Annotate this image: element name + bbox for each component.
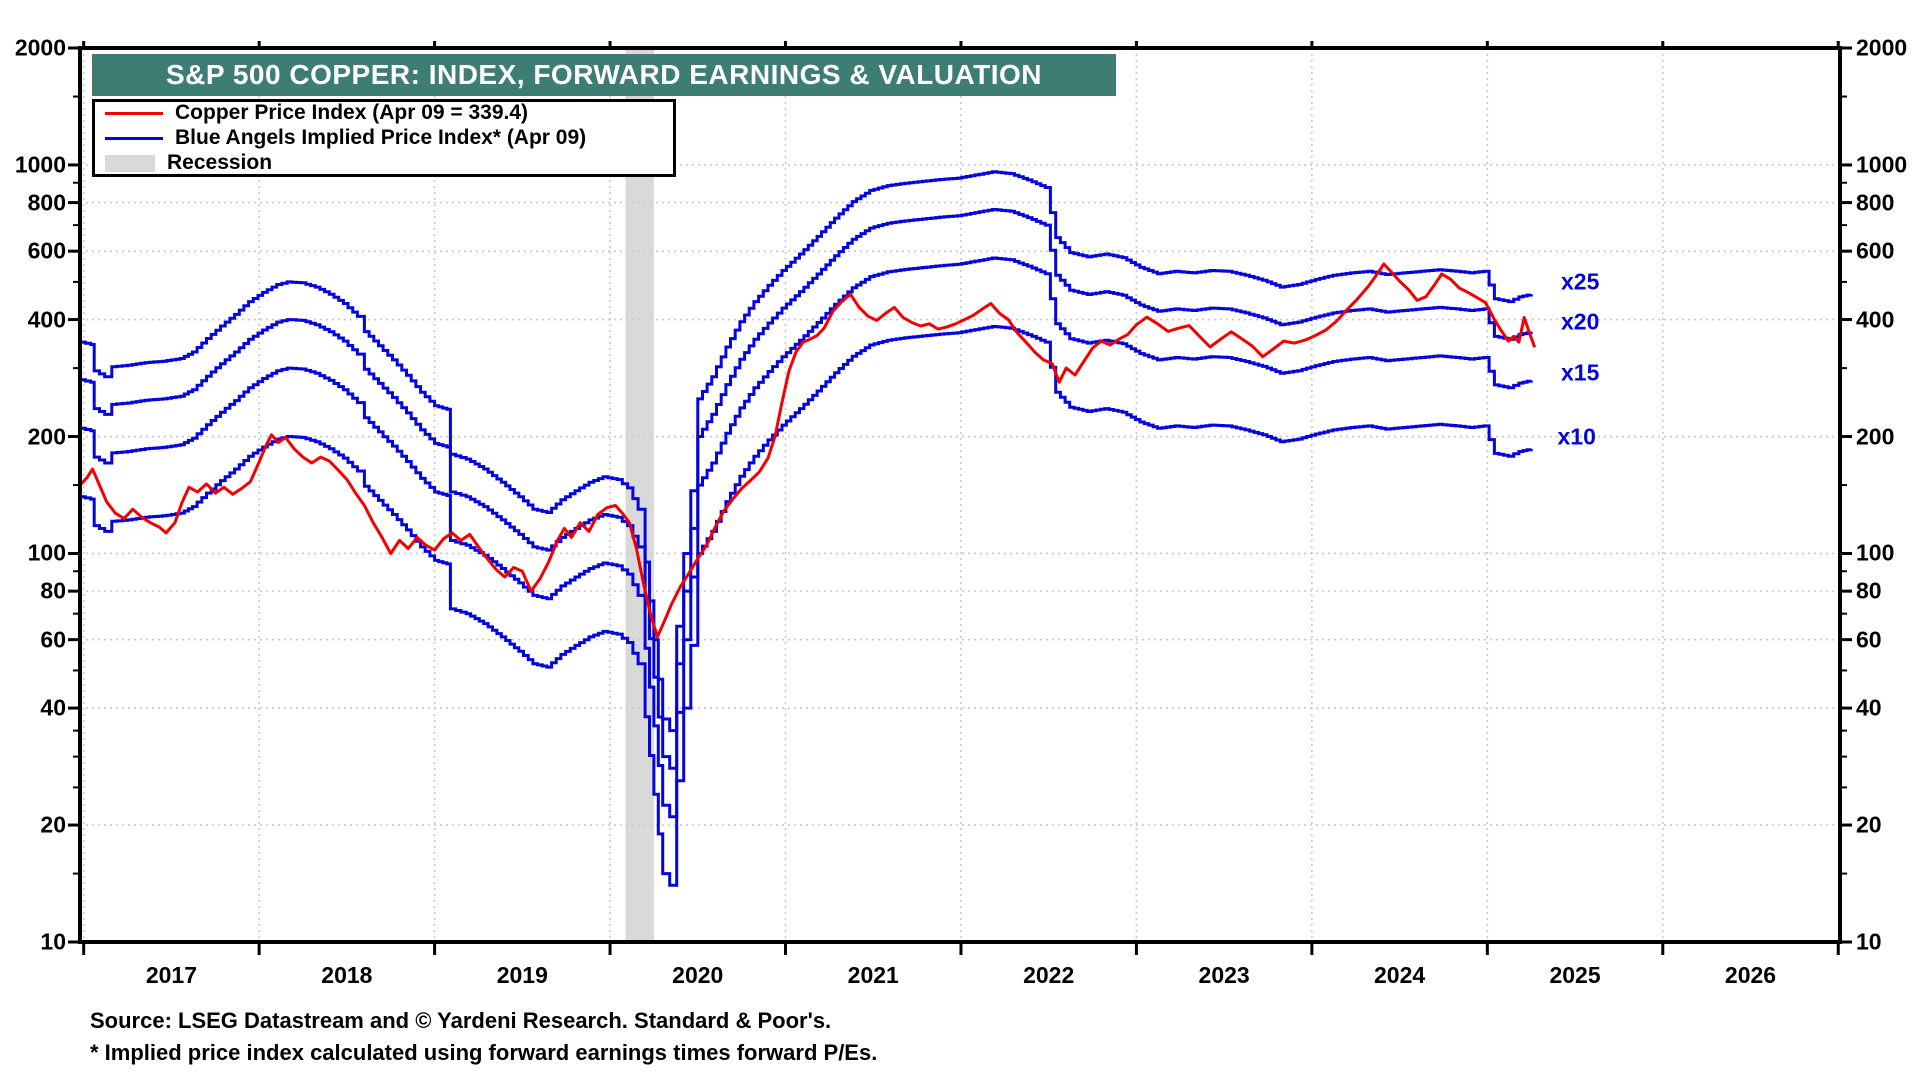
y-tick-label-right: 10 bbox=[1856, 928, 1882, 955]
y-tick-label-right: 40 bbox=[1856, 694, 1882, 721]
y-tick-label-right: 2000 bbox=[1856, 34, 1908, 61]
plot-frame bbox=[78, 46, 1842, 944]
y-tick-label-right: 60 bbox=[1856, 626, 1882, 653]
x-tick-label-2026: 2026 bbox=[1724, 962, 1777, 988]
pe-multiple-label-x15: x15 bbox=[1561, 359, 1600, 386]
y-tick-label-left: 1000 bbox=[14, 151, 66, 178]
pe-multiple-label-x20: x20 bbox=[1561, 308, 1600, 335]
y-tick-label-left: 400 bbox=[27, 306, 66, 333]
legend: Copper Price Index (Apr 09 = 339.4) Blue… bbox=[92, 99, 676, 177]
x-tick-label-2021: 2021 bbox=[847, 962, 899, 988]
recession-band bbox=[625, 48, 654, 942]
y-tick-label-right: 80 bbox=[1856, 577, 1882, 604]
legend-row-copper: Copper Price Index (Apr 09 = 339.4) bbox=[105, 101, 673, 125]
blue-angels-line-swatch bbox=[105, 136, 163, 140]
title-banner: S&P 500 COPPER: INDEX, FORWARD EARNINGS … bbox=[92, 54, 1116, 96]
legend-row-blue-angels: Blue Angels Implied Price Index* (Apr 09… bbox=[105, 126, 673, 150]
legend-recession-label: Recession bbox=[167, 151, 273, 174]
y-tick-label-left: 2000 bbox=[14, 34, 66, 61]
y-tick-label-right: 1000 bbox=[1856, 151, 1908, 178]
y-tick-label-left: 80 bbox=[40, 577, 66, 604]
pe-multiple-label-x25: x25 bbox=[1561, 268, 1600, 295]
legend-blue-angels-label: Blue Angels Implied Price Index* (Apr 09… bbox=[175, 126, 587, 149]
y-tick-label-right: 200 bbox=[1856, 423, 1895, 450]
y-tick-label-left: 20 bbox=[40, 811, 66, 838]
y-tick-label-right: 400 bbox=[1856, 306, 1895, 333]
y-tick-label-right: 100 bbox=[1856, 539, 1895, 566]
blue-angels-line-x25 bbox=[80, 170, 1533, 733]
source-text: Source: LSEG Datastream and © Yardeni Re… bbox=[90, 1008, 832, 1033]
x-tick-label-2017: 2017 bbox=[145, 962, 197, 988]
chart-title: S&P 500 COPPER: INDEX, FORWARD EARNINGS … bbox=[166, 59, 1042, 90]
blue-angels-line-x15 bbox=[80, 256, 1533, 819]
y-tick-label-left: 60 bbox=[40, 626, 66, 653]
blue-angels-line-x20 bbox=[80, 208, 1533, 770]
x-tick-label-2018: 2018 bbox=[321, 962, 373, 988]
blue-angels-line-x10 bbox=[80, 325, 1533, 887]
y-tick-label-left: 600 bbox=[27, 237, 66, 264]
y-tick-label-right: 20 bbox=[1856, 811, 1882, 838]
y-tick-label-left: 10 bbox=[40, 928, 66, 955]
y-tick-label-right: 600 bbox=[1856, 237, 1895, 264]
pe-multiple-label-x10: x10 bbox=[1557, 423, 1596, 450]
recession-swatch bbox=[105, 154, 155, 172]
legend-copper-label: Copper Price Index (Apr 09 = 339.4) bbox=[175, 101, 529, 124]
y-tick-label-left: 800 bbox=[27, 189, 66, 216]
y-tick-label-left: 200 bbox=[27, 423, 66, 450]
y-tick-label-right: 800 bbox=[1856, 189, 1895, 216]
legend-row-recession: Recession bbox=[105, 151, 673, 175]
x-tick-label-2024: 2024 bbox=[1374, 962, 1426, 988]
x-tick-label-2020: 2020 bbox=[672, 962, 724, 988]
copper-line-swatch bbox=[105, 111, 163, 115]
copper-price-line bbox=[80, 262, 1537, 639]
y-tick-label-left: 100 bbox=[27, 539, 66, 566]
x-tick-label-2019: 2019 bbox=[496, 962, 548, 988]
y-tick-label-left: 40 bbox=[40, 694, 66, 721]
x-tick-label-2025: 2025 bbox=[1549, 962, 1601, 988]
footnote-text: * Implied price index calculated using f… bbox=[90, 1040, 878, 1065]
x-tick-label-2023: 2023 bbox=[1198, 962, 1250, 988]
x-tick-label-2022: 2022 bbox=[1023, 962, 1075, 988]
